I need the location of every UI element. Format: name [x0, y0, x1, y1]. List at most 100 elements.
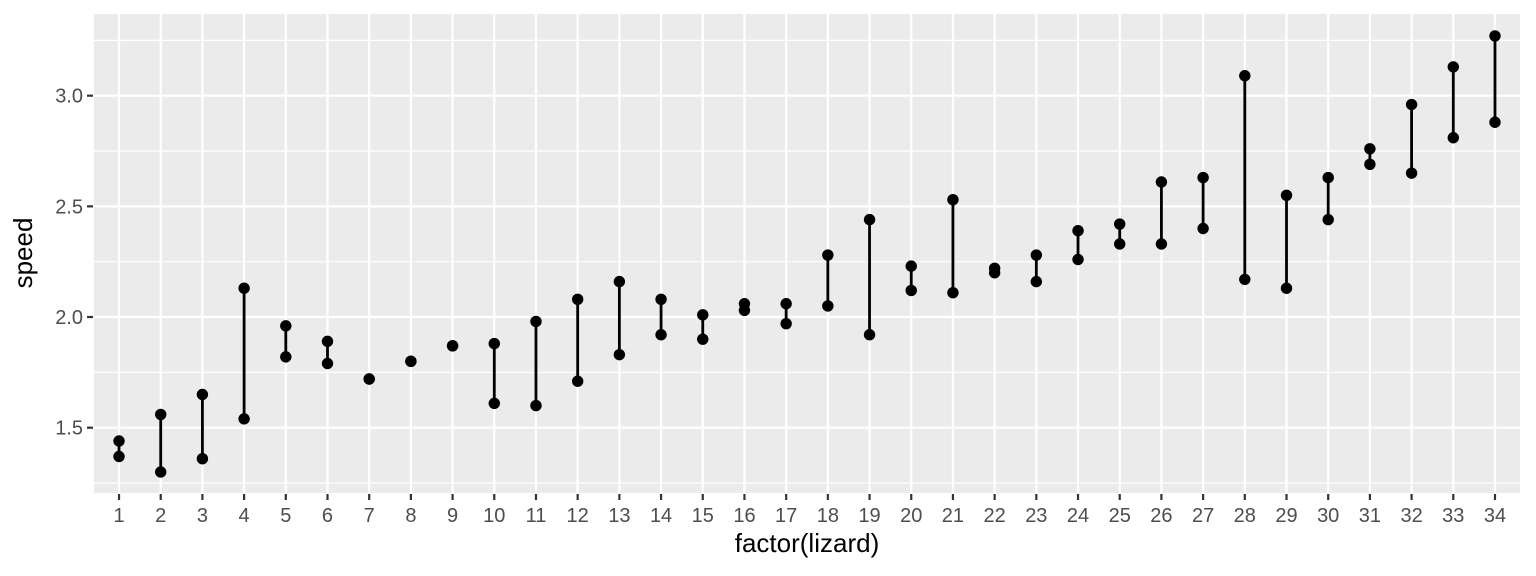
- data-point: [571, 375, 584, 387]
- data-point: [196, 388, 209, 401]
- x-tick-label: 30: [1317, 505, 1339, 527]
- data-point: [571, 293, 584, 306]
- data-point: [780, 317, 792, 330]
- x-tick-label: 22: [984, 505, 1006, 527]
- data-point: [530, 399, 542, 412]
- data-point: [1322, 171, 1334, 184]
- x-tick-label: 14: [650, 505, 672, 527]
- data-point: [947, 194, 959, 206]
- data-point: [1197, 171, 1209, 184]
- data-point: [947, 286, 959, 299]
- data-point: [113, 450, 125, 463]
- x-tick-label: 6: [322, 505, 333, 527]
- x-tick-label: 25: [1109, 505, 1131, 527]
- data-point: [196, 452, 209, 465]
- x-tick-label: 13: [608, 505, 630, 527]
- x-tick-label: 29: [1275, 505, 1297, 527]
- y-tick-label: 1.5: [55, 418, 83, 440]
- data-point: [1280, 282, 1293, 294]
- data-point: [1072, 253, 1084, 266]
- data-point: [113, 435, 125, 447]
- data-point: [280, 320, 292, 332]
- y-axis-title: speed: [8, 218, 38, 289]
- data-point: [238, 413, 250, 425]
- x-tick-label: 17: [775, 505, 797, 527]
- x-tick-label: 4: [239, 505, 250, 527]
- data-point: [780, 298, 792, 310]
- x-tick-label: 2: [155, 505, 166, 527]
- data-point: [1364, 158, 1376, 170]
- x-tick-label: 5: [280, 505, 291, 527]
- x-tick-label: 1: [113, 505, 124, 527]
- data-point: [655, 329, 667, 341]
- x-tick-label: 15: [692, 505, 714, 527]
- data-point: [446, 340, 459, 352]
- x-tick-label: 16: [733, 505, 755, 527]
- data-point: [321, 335, 334, 348]
- data-point: [738, 304, 751, 317]
- data-point: [1114, 218, 1126, 230]
- x-tick-label: 32: [1400, 505, 1422, 527]
- x-tick-label: 33: [1442, 505, 1464, 527]
- data-point: [363, 373, 375, 385]
- x-tick-label: 9: [447, 505, 458, 527]
- data-point: [1489, 30, 1501, 42]
- data-point: [697, 333, 709, 345]
- data-point: [863, 329, 876, 341]
- x-tick-label: 19: [858, 505, 880, 527]
- x-tick-label: 28: [1234, 505, 1256, 527]
- data-point: [1447, 132, 1459, 144]
- data-point: [280, 351, 292, 363]
- x-tick-label: 23: [1025, 505, 1047, 527]
- x-tick-label: 21: [942, 505, 964, 527]
- data-point: [905, 284, 917, 297]
- y-tick-label: 3.0: [55, 86, 83, 108]
- data-point: [155, 466, 167, 478]
- plot-panel: [94, 14, 1520, 493]
- data-point: [905, 260, 917, 272]
- x-tick-label: 7: [364, 505, 375, 527]
- data-point: [988, 267, 1001, 279]
- data-point: [613, 348, 626, 361]
- data-point: [155, 408, 167, 421]
- data-point: [613, 275, 626, 288]
- x-tick-label: 31: [1359, 505, 1381, 527]
- data-point: [863, 213, 876, 226]
- x-tick-label: 8: [405, 505, 416, 527]
- data-point: [488, 337, 500, 350]
- x-tick-label: 11: [526, 505, 547, 527]
- x-tick-label: 34: [1484, 505, 1506, 527]
- x-tick-label: 26: [1150, 505, 1172, 527]
- data-point: [1364, 143, 1376, 155]
- data-point: [238, 282, 250, 294]
- data-point: [488, 397, 500, 410]
- data-point: [1030, 249, 1043, 261]
- data-point: [405, 355, 417, 367]
- data-point: [1155, 176, 1168, 188]
- data-point: [530, 315, 542, 328]
- data-point: [1072, 225, 1084, 237]
- data-point: [655, 293, 667, 306]
- data-point: [1405, 167, 1418, 179]
- x-tick-label: 18: [817, 505, 839, 527]
- y-tick-label: 2.0: [55, 307, 83, 329]
- y-tick-label: 2.5: [55, 196, 83, 218]
- data-point: [697, 309, 709, 321]
- data-point: [1030, 275, 1043, 288]
- data-point: [822, 300, 834, 312]
- data-point: [1239, 273, 1251, 286]
- data-point: [1239, 70, 1251, 82]
- x-tick-label: 3: [197, 505, 208, 527]
- data-point: [1489, 116, 1501, 128]
- x-tick-label: 20: [900, 505, 922, 527]
- x-tick-label: 10: [483, 505, 505, 527]
- data-point: [1280, 189, 1293, 201]
- data-point: [822, 249, 834, 261]
- data-point: [1447, 61, 1459, 73]
- data-point: [1114, 238, 1126, 250]
- x-tick-label: 27: [1192, 505, 1214, 527]
- data-point: [321, 357, 334, 370]
- data-point: [1322, 213, 1334, 226]
